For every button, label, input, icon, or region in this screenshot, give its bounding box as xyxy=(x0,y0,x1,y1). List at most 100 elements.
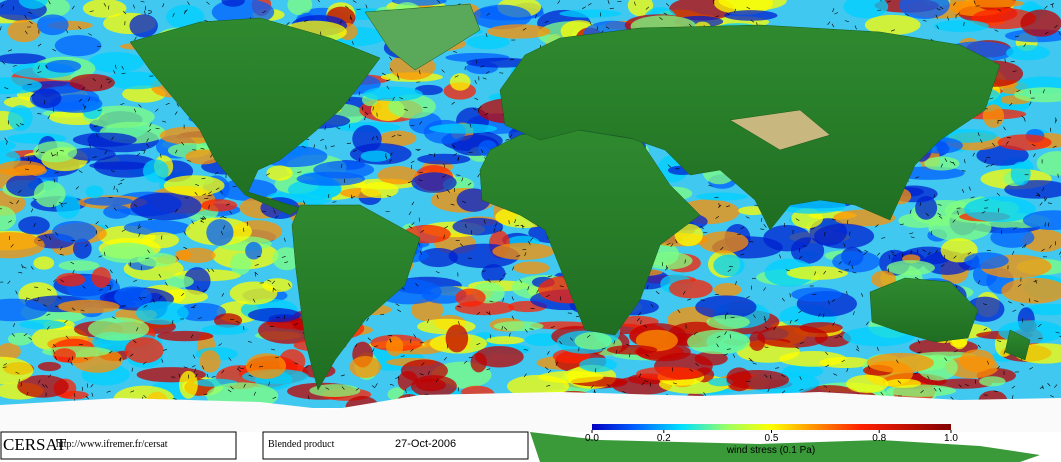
wind-patch xyxy=(229,281,278,305)
wind-arrow xyxy=(502,273,507,277)
wind-arrow xyxy=(752,314,756,318)
wind-arrow xyxy=(848,231,851,236)
wind-arrow xyxy=(838,261,842,265)
wind-arrow xyxy=(273,287,277,291)
wind-patch xyxy=(88,51,144,73)
wind-arrow xyxy=(208,191,212,195)
wind-patch xyxy=(791,287,842,302)
wind-patch xyxy=(183,267,211,295)
wind-arrow xyxy=(44,234,48,238)
wind-arrow xyxy=(419,70,421,75)
wind-arrow xyxy=(516,255,521,257)
wind-arrow xyxy=(236,366,241,370)
wind-arrow xyxy=(703,392,707,396)
wind-patch xyxy=(1010,161,1031,186)
wind-arrow xyxy=(196,285,200,290)
wind-arrow xyxy=(857,250,862,253)
wind-arrow xyxy=(919,202,922,207)
wind-patch xyxy=(964,196,1036,223)
wind-arrow xyxy=(895,359,899,364)
wind-patch xyxy=(31,88,62,109)
wind-patch xyxy=(245,353,287,379)
wind-patch xyxy=(695,295,757,319)
wind-patch xyxy=(287,0,313,16)
wind-arrow xyxy=(461,177,464,182)
wind-arrow xyxy=(740,253,745,256)
wind-arrow xyxy=(15,290,18,295)
wind-arrow xyxy=(183,246,188,250)
wind-arrow xyxy=(341,386,345,390)
wind-arrow xyxy=(582,6,586,9)
wind-arrow xyxy=(10,244,14,248)
wind-arrow xyxy=(254,271,259,275)
wind-arrow xyxy=(427,370,430,375)
wind-arrow xyxy=(450,203,455,206)
wind-arrow xyxy=(628,353,631,358)
wind-patch xyxy=(814,223,875,249)
wind-arrow xyxy=(480,65,485,68)
wind-arrow xyxy=(24,30,28,35)
wind-arrow xyxy=(55,306,60,308)
wind-arrow xyxy=(108,80,112,84)
wind-arrow xyxy=(917,339,920,344)
wind-patch xyxy=(864,14,921,36)
wind-patch xyxy=(58,260,100,271)
wind-arrow xyxy=(114,64,117,69)
wind-patch xyxy=(885,378,922,388)
wind-arrow xyxy=(207,194,212,197)
wind-arrow xyxy=(818,313,821,318)
wind-arrow xyxy=(45,64,48,69)
wind-arrow xyxy=(22,266,27,269)
wind-arrow xyxy=(202,215,207,220)
wind-arrow xyxy=(121,229,126,232)
wind-arrow xyxy=(372,106,374,111)
wind-arrow xyxy=(436,194,439,199)
colorbar xyxy=(592,424,951,430)
wind-patch xyxy=(997,134,1052,151)
wind-arrow xyxy=(413,334,417,338)
wind-arrow xyxy=(427,319,430,324)
wind-arrow xyxy=(424,393,429,395)
wind-arrow xyxy=(897,380,901,384)
wind-patch xyxy=(606,344,658,355)
wind-arrow xyxy=(411,201,415,206)
wind-arrow xyxy=(519,279,523,283)
wind-arrow xyxy=(1012,227,1017,230)
wind-arrow xyxy=(789,293,791,298)
wind-arrow xyxy=(917,351,922,354)
wind-arrow xyxy=(967,251,972,255)
wind-arrow xyxy=(760,217,763,222)
wind-arrow xyxy=(254,264,259,266)
wind-arrow xyxy=(799,342,804,344)
wind-arrow xyxy=(467,257,472,259)
wind-arrow xyxy=(775,367,780,369)
wind-arrow xyxy=(408,211,412,216)
wind-arrow xyxy=(715,15,720,18)
wind-arrow xyxy=(1029,89,1031,95)
wind-arrow xyxy=(953,255,957,259)
wind-arrow xyxy=(996,192,1001,197)
wind-arrow xyxy=(548,275,553,278)
wind-patch xyxy=(696,192,748,201)
wind-arrow xyxy=(458,321,460,326)
wind-arrow xyxy=(352,0,357,3)
wind-arrow xyxy=(192,304,197,308)
wind-arrow xyxy=(52,344,57,348)
wind-arrow xyxy=(254,272,257,277)
wind-arrow xyxy=(138,104,142,108)
wind-patch xyxy=(1014,87,1061,103)
wind-arrow xyxy=(615,349,618,354)
wind-arrow xyxy=(195,373,198,378)
wind-arrow xyxy=(655,291,660,295)
wind-arrow xyxy=(961,188,965,193)
wind-arrow xyxy=(530,237,534,241)
wind-arrow xyxy=(457,306,462,308)
wind-patch xyxy=(67,147,116,161)
wind-arrow xyxy=(88,33,93,36)
wind-patch xyxy=(60,390,89,400)
wind-arrow xyxy=(70,261,75,265)
wind-arrow xyxy=(763,287,766,291)
wind-patch xyxy=(1036,151,1061,176)
wind-arrow xyxy=(33,223,36,227)
wind-arrow xyxy=(781,297,785,302)
